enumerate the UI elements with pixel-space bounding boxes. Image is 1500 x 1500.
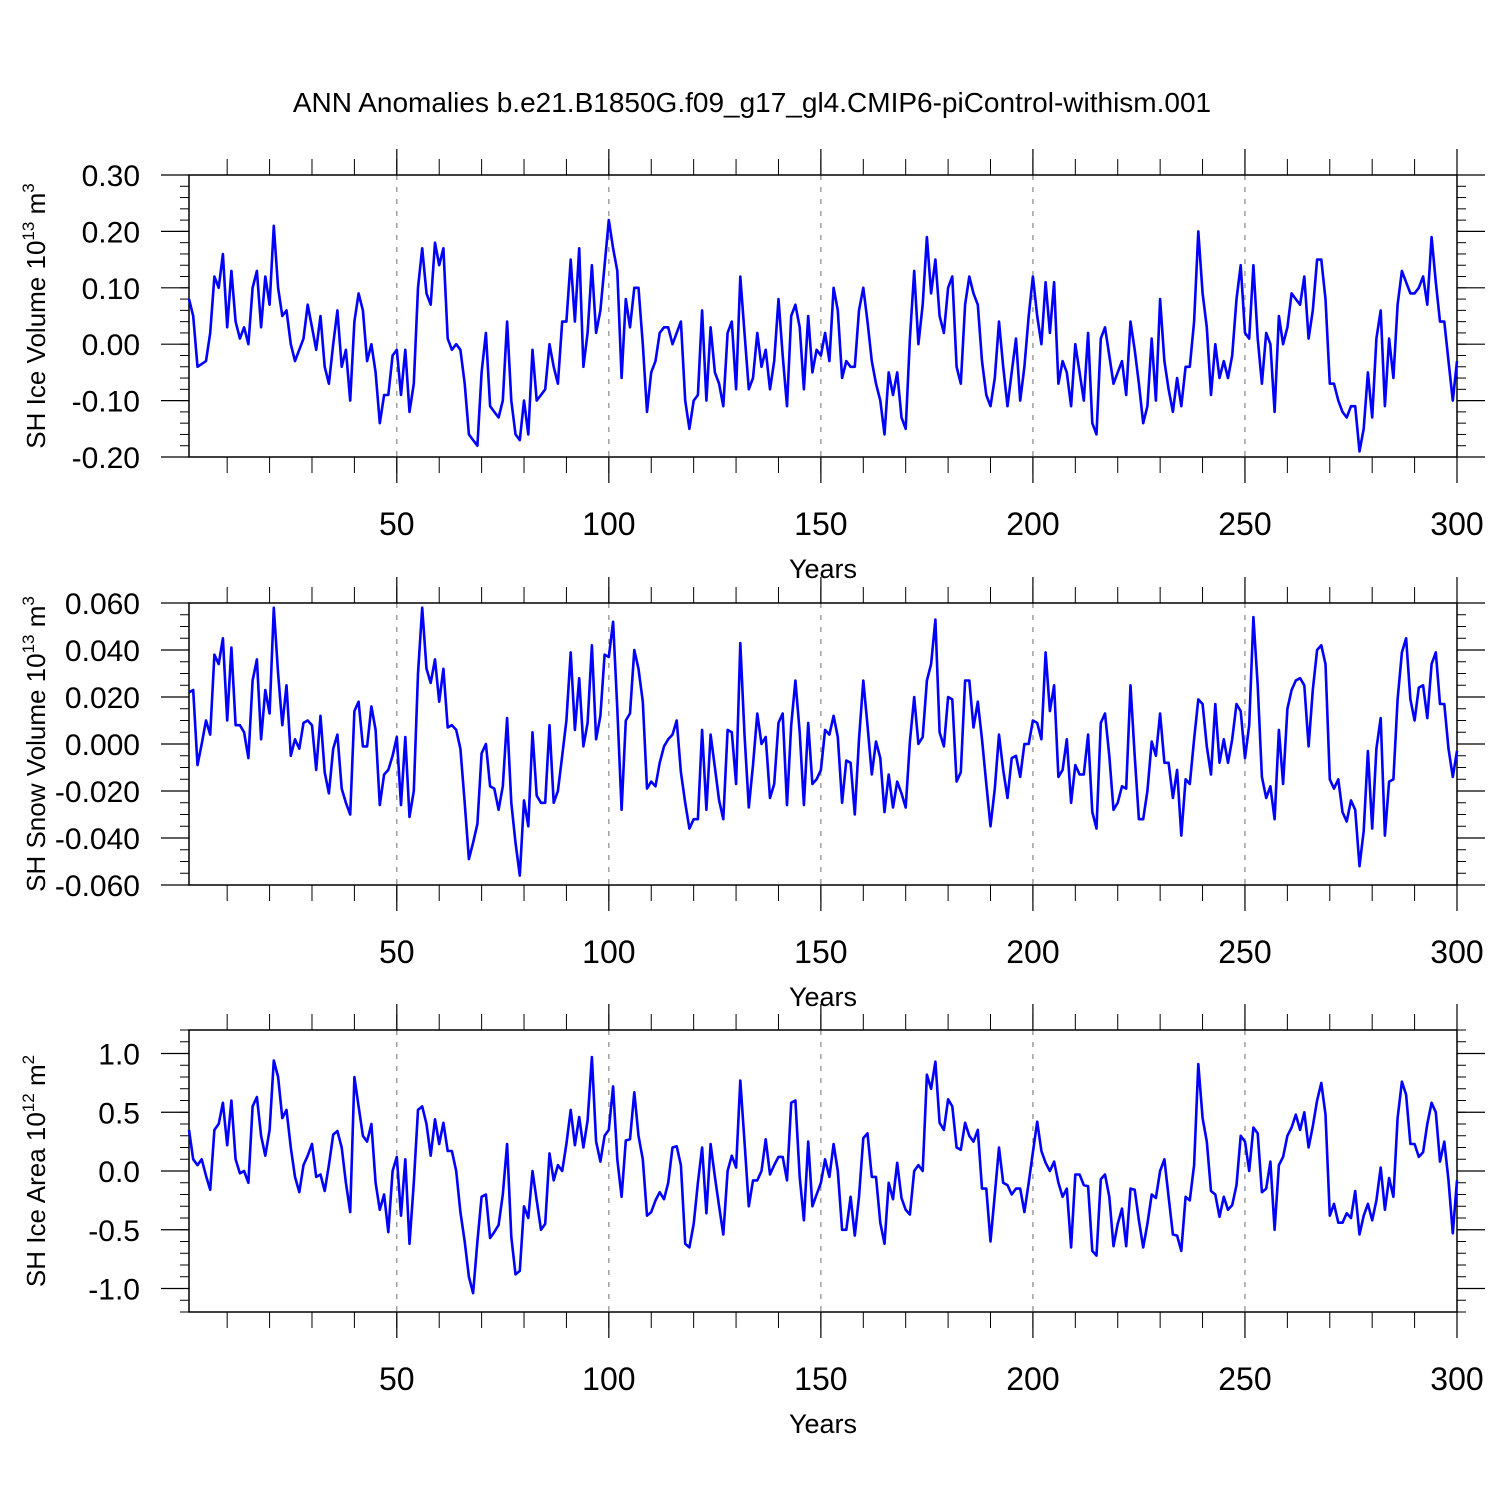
x-tick-label: 300: [1430, 934, 1483, 970]
data-series-line: [187, 218, 1459, 453]
x-tick-label: 150: [794, 934, 847, 970]
x-tick-label: 250: [1218, 934, 1271, 970]
x-tick-label: 50: [379, 934, 415, 970]
y-axis-label-superscript: 3: [19, 596, 38, 605]
chart-panel-1: 50 100 150 200 250 300 -0.20 -0.10 0.00 0.10 0.20 0…: [19, 149, 1485, 584]
y-tick-label: 1.0: [98, 1039, 140, 1072]
y-tick-label: 0.000: [65, 729, 140, 762]
y-tick-label: -0.060: [55, 870, 140, 903]
x-tick-label: 50: [379, 506, 415, 542]
x-tick-label: 300: [1430, 506, 1483, 542]
x-tick-label: 200: [1006, 506, 1059, 542]
y-tick-label: 0.10: [82, 273, 140, 306]
x-tick-label: 150: [794, 1361, 847, 1397]
y-axis-label-superscript: 2: [19, 1055, 38, 1064]
y-axis-label-superscript: 3: [19, 183, 38, 192]
x-axis-label: Years: [789, 1409, 857, 1439]
data-series-line: [187, 1055, 1459, 1295]
y-axis-label-part: SH Ice Volume 10: [21, 241, 51, 449]
y-axis-label: SH Ice Area 1012 m2: [19, 1055, 51, 1287]
data-series-line: [188, 606, 1459, 877]
y-tick-label: 0.00: [82, 329, 140, 362]
y-axis-label: SH Snow Volume 1013 m3: [19, 596, 51, 892]
y-axis-label-part: SH Snow Volume 10: [21, 653, 51, 891]
y-tick-label: -0.5: [88, 1215, 140, 1248]
y-axis-label-part: m: [21, 606, 51, 635]
y-tick-label: 0.20: [82, 216, 140, 249]
y-tick-label: -1.0: [88, 1274, 140, 1307]
x-tick-label: 300: [1430, 1361, 1483, 1397]
x-tick-label: 100: [582, 1361, 635, 1397]
y-axis-label-superscript: 13: [19, 634, 38, 653]
x-tick-label: 150: [794, 506, 847, 542]
y-axis-label-part: SH Ice Area 10: [21, 1112, 51, 1287]
y-axis-label: SH Ice Volume 1013 m3: [19, 183, 51, 448]
y-tick-label: 0.0: [98, 1156, 140, 1189]
y-tick-label: 0.060: [65, 588, 140, 621]
y-tick-label: -0.040: [55, 823, 140, 856]
y-tick-label: 0.30: [82, 160, 140, 193]
y-tick-label: 0.020: [65, 682, 140, 715]
x-tick-label: 100: [582, 506, 635, 542]
panels: 50 100 150 200 250 300-0.20-0.100.000.100.200…: [19, 149, 1485, 1439]
chart-panel-2: 50 100 150 200 250 300 -0.060 -0.040 -0.020 0.000…: [19, 577, 1485, 1012]
plot-frame: [188, 174, 1458, 458]
y-tick-label: -0.020: [55, 776, 140, 809]
y-axis-label-part: m: [21, 1064, 51, 1093]
chart-panel-3: 50 100 150 200 250 300 -1.0 -0.5 0.0 0.5 1.0 Years S…: [19, 1004, 1485, 1439]
x-tick-label: 250: [1218, 506, 1271, 542]
y-tick-label: 0.5: [98, 1097, 140, 1130]
y-tick-label: -0.20: [72, 442, 140, 475]
y-axis-label-part: m: [21, 193, 51, 222]
x-tick-label: 50: [379, 1361, 415, 1397]
x-axis-label: Years: [789, 554, 857, 584]
x-tick-label: 200: [1006, 1361, 1059, 1397]
y-tick-label: 0.040: [65, 635, 140, 668]
y-axis-label-superscript: 13: [19, 222, 38, 241]
x-tick-label: 250: [1218, 1361, 1271, 1397]
y-axis-label-superscript: 12: [19, 1093, 38, 1112]
x-axis-label: Years: [789, 982, 857, 1012]
y-tick-label: -0.10: [72, 386, 140, 419]
plot-frame: [188, 602, 1458, 886]
x-tick-label: 100: [582, 934, 635, 970]
figure-title: ANN Anomalies b.e21.B1850G.f09_g17_gl4.C…: [293, 87, 1211, 118]
plot-frame: [188, 1029, 1458, 1313]
x-tick-label: 200: [1006, 934, 1059, 970]
